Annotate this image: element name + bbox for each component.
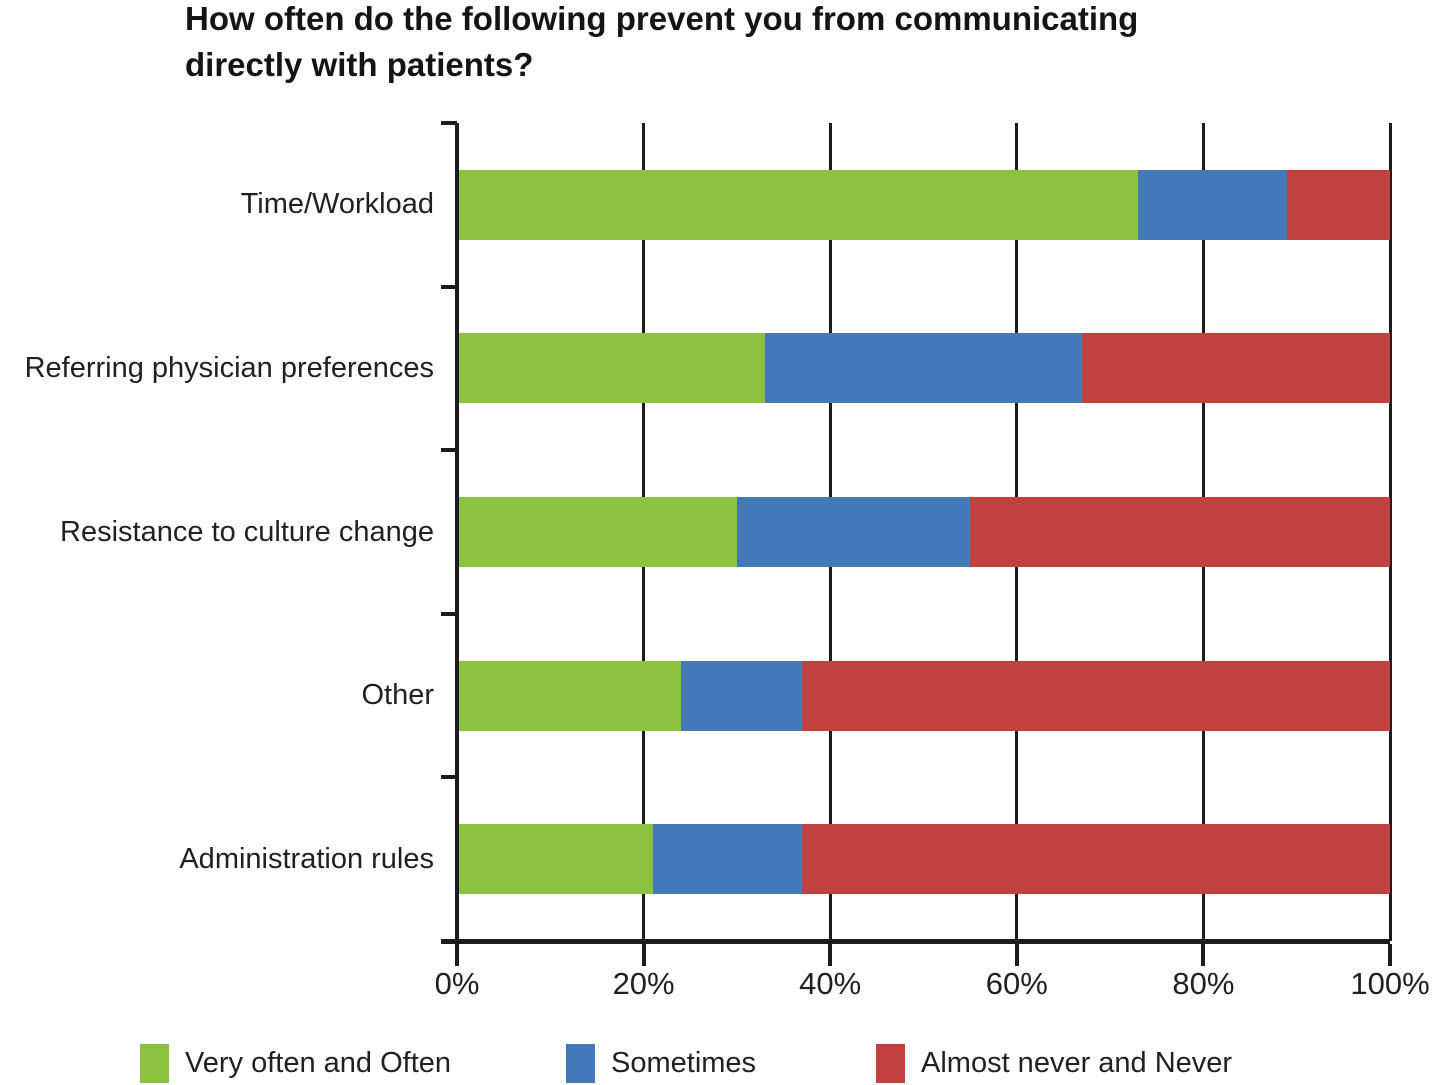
bar-row-1	[457, 169, 1390, 240]
bar-segment	[1138, 169, 1288, 240]
x-axis-tick	[828, 944, 833, 966]
legend-swatch-red	[876, 1044, 905, 1083]
legend-swatch-blue	[566, 1044, 595, 1083]
category-label: Administration rules	[179, 842, 434, 875]
bar-segment	[457, 824, 653, 895]
bar-row-4	[457, 660, 1390, 731]
bar-segment	[680, 660, 803, 731]
bar-row-5	[457, 824, 1390, 895]
chart-title-line1: How often do the following prevent you f…	[185, 0, 1139, 37]
y-axis-tick	[441, 121, 457, 125]
y-axis-line	[455, 123, 459, 941]
chart-title: How often do the following prevent you f…	[185, 0, 1285, 87]
x-axis-tick	[1388, 944, 1392, 966]
bar-segment	[652, 824, 803, 895]
x-axis-tick	[1201, 944, 1206, 966]
x-tick-label: 60%	[985, 966, 1048, 1001]
bar-segment	[764, 333, 1083, 404]
bar-segment	[736, 497, 971, 567]
bar-row-2	[457, 333, 1390, 404]
x-tick-label: 100%	[1350, 966, 1430, 1001]
x-axis-tick	[1014, 944, 1019, 966]
bar-segment	[457, 333, 765, 404]
bar-segment	[970, 497, 1390, 567]
bar-row-3	[457, 497, 1390, 567]
category-label: Referring physician preferences	[24, 351, 434, 384]
legend-label-almost-never: Almost never and Never	[921, 1047, 1233, 1079]
legend-item-almost-never: Almost never and Never	[876, 1042, 1232, 1085]
category-axis-labels: Time/Workload Referring physician prefere…	[0, 123, 434, 941]
x-axis-tick	[455, 944, 459, 966]
legend-swatch-green	[140, 1044, 169, 1083]
bar-segment	[457, 169, 1139, 240]
category-label: Other	[361, 679, 434, 712]
chart-title-line2: directly with patients?	[185, 45, 534, 83]
legend-label-sometimes: Sometimes	[611, 1047, 757, 1079]
y-axis-tick	[441, 939, 457, 943]
legend-label-very-often: Very often and Often	[185, 1047, 452, 1079]
y-axis-tick	[441, 775, 457, 780]
category-label: Time/Workload	[240, 188, 434, 221]
x-axis-tick	[641, 944, 646, 966]
y-axis-tick	[441, 448, 457, 453]
legend: Very often and Often Sometimes Almost ne…	[0, 1042, 1440, 1085]
bar-segment	[1287, 169, 1390, 240]
plot-area	[455, 123, 1392, 941]
legend-item-very-often: Very often and Often	[140, 1042, 451, 1085]
bar-segment	[457, 660, 681, 731]
bar-segment	[1082, 333, 1390, 404]
x-tick-label: 20%	[612, 966, 675, 1001]
y-axis-tick	[441, 611, 457, 616]
category-label: Resistance to culture change	[60, 515, 434, 548]
bar-segment	[802, 824, 1390, 895]
bar-segment	[802, 660, 1390, 731]
bar-segment	[457, 497, 737, 567]
y-axis-tick	[441, 284, 457, 289]
x-axis-line	[441, 939, 1390, 944]
x-tick-label: 40%	[799, 966, 862, 1001]
x-tick-label: 80%	[1172, 966, 1235, 1001]
x-tick-label: 0%	[434, 966, 480, 1001]
gridline-100%	[1388, 123, 1392, 941]
legend-item-sometimes: Sometimes	[566, 1042, 756, 1085]
